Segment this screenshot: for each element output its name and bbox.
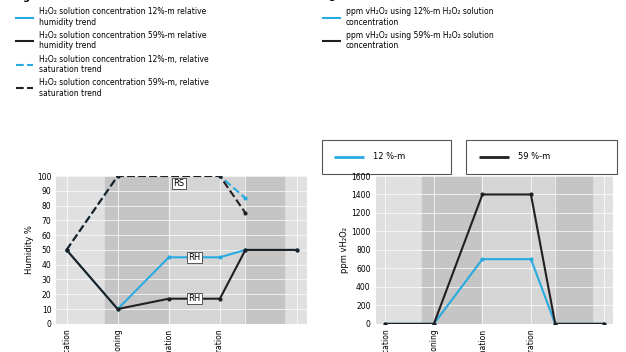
Legend: H₂O₂ solution concentration 12%-m relative
humidity trend, H₂O₂ solution concent: H₂O₂ solution concentration 12%-m relati… [16, 7, 209, 98]
Bar [555, 176, 592, 324]
Y-axis label: ppm vH₂O₂: ppm vH₂O₂ [339, 227, 349, 273]
Text: Fig 2 a: Fig 2 a [13, 0, 49, 2]
FancyBboxPatch shape [466, 140, 617, 174]
Text: Fig 2 b: Fig 2 b [319, 0, 357, 1]
Text: 59 %-m: 59 %-m [518, 152, 550, 161]
Bar [245, 176, 284, 324]
Text: RH: RH [188, 253, 200, 262]
Bar [422, 176, 483, 324]
Bar [105, 176, 169, 324]
Text: RS: RS [173, 179, 185, 188]
Text: RH: RH [188, 294, 200, 303]
Bar [169, 176, 245, 324]
FancyBboxPatch shape [322, 140, 451, 174]
Legend: ppm vH₂O₂ using 12%-m H₂O₂ solution
concentration, ppm vH₂O₂ using 59%-m H₂O₂ so: ppm vH₂O₂ using 12%-m H₂O₂ solution conc… [323, 7, 494, 50]
Bar [483, 176, 555, 324]
Text: 12 %-m: 12 %-m [373, 152, 406, 161]
Y-axis label: Humidity %: Humidity % [25, 226, 34, 274]
